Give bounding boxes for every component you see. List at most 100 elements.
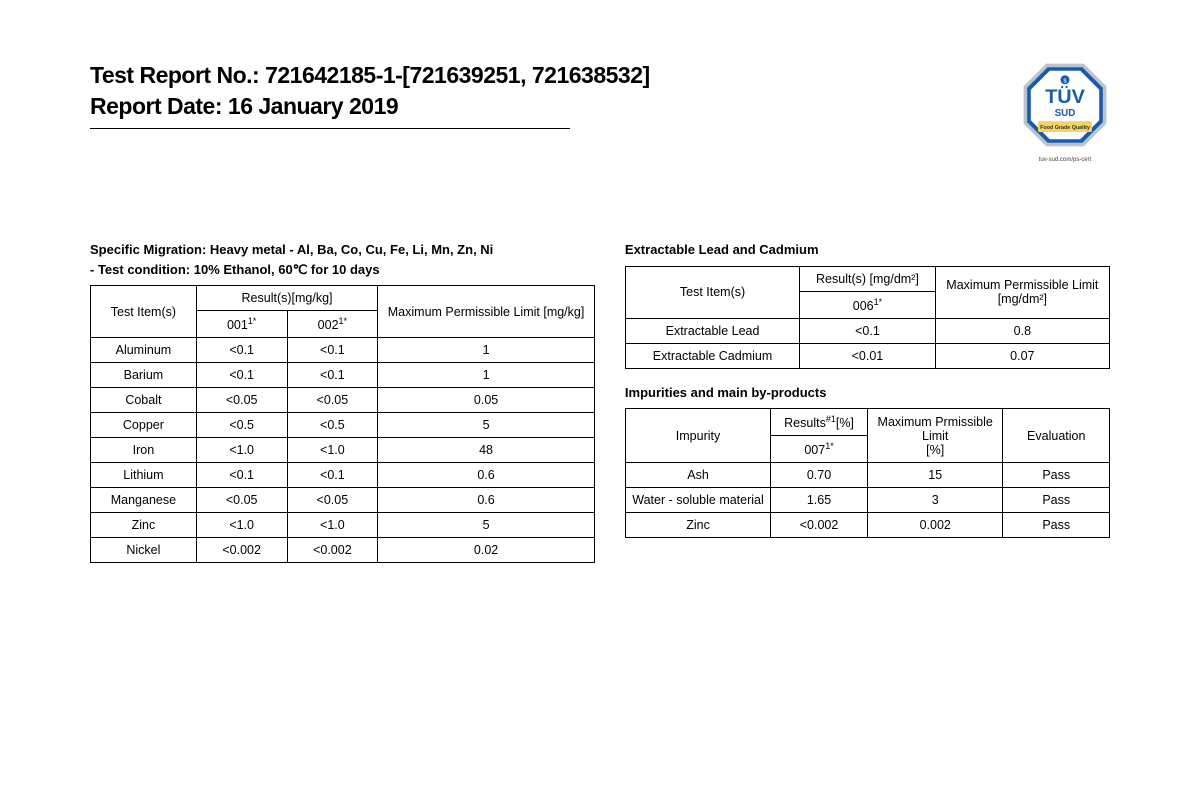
lead-cadmium-table: Test Item(s) Result(s) [mg/dm²] Maximum … [625, 266, 1110, 369]
heavy-metal-title-line1: Specific Migration: Heavy metal - Al, Ba… [90, 240, 595, 260]
svg-text:$: $ [1064, 79, 1067, 85]
th-limit: Maximum Permissible Limit [mg/kg] [378, 286, 595, 338]
cell-test-item: Barium [91, 363, 197, 388]
logo-banner-text: Food Grade Quality [1040, 125, 1090, 131]
th-results: Result(s) [mg/dm²] [800, 266, 936, 291]
cell-limit: 0.6 [378, 488, 595, 513]
table-row: Zinc<0.0020.002Pass [625, 513, 1109, 538]
cell-limit: 5 [378, 413, 595, 438]
cell-result-001: <0.002 [196, 538, 287, 563]
table-row: Nickel<0.002<0.0020.02 [91, 538, 595, 563]
th-limit: Maximum Permissible Limit [mg/dm²] [935, 266, 1109, 318]
cell-evaluation: Pass [1003, 463, 1110, 488]
table-header-row: Test Item(s) Result(s)[mg/kg] Maximum Pe… [91, 286, 595, 311]
content-row: Specific Migration: Heavy metal - Al, Ba… [90, 240, 1110, 563]
cell-result-002: <1.0 [287, 513, 378, 538]
report-date-title: Report Date: 16 January 2019 [90, 91, 650, 122]
report-number-title: Test Report No.: 721642185-1-[721639251,… [90, 60, 650, 91]
cell-result-006: <0.01 [800, 343, 936, 368]
cell-limit: 3 [867, 488, 1003, 513]
cell-result-002: <0.002 [287, 538, 378, 563]
cell-impurity: Ash [625, 463, 770, 488]
cell-result-007: 0.70 [771, 463, 868, 488]
th-impurity: Impurity [625, 409, 770, 463]
cell-limit: 5 [378, 513, 595, 538]
cell-result-002: <0.1 [287, 363, 378, 388]
title-underline [90, 128, 570, 129]
table-row: Extractable Lead<0.10.8 [625, 318, 1109, 343]
th-col-002: 0021* [287, 311, 378, 338]
tuv-logo-svg: TÜV SUD Food Grade Quality $ [1020, 60, 1110, 150]
cell-test-item: Extractable Cadmium [625, 343, 799, 368]
th-evaluation: Evaluation [1003, 409, 1110, 463]
table-header-row: Test Item(s) Result(s) [mg/dm²] Maximum … [625, 266, 1109, 291]
cell-test-item: Manganese [91, 488, 197, 513]
cell-result-001: <0.05 [196, 388, 287, 413]
cell-test-item: Nickel [91, 538, 197, 563]
cell-limit: 0.02 [378, 538, 595, 563]
left-column: Specific Migration: Heavy metal - Al, Ba… [90, 240, 595, 563]
logo-sud-text: SUD [1055, 108, 1076, 119]
cell-result-001: <0.5 [196, 413, 287, 438]
cell-result-001: <1.0 [196, 438, 287, 463]
table-header-row: Impurity Results#1[%] Maximum Prmissible… [625, 409, 1109, 436]
cell-result-006: <0.1 [800, 318, 936, 343]
cell-result-002: <1.0 [287, 438, 378, 463]
cell-test-item: Zinc [91, 513, 197, 538]
cell-result-007: <0.002 [771, 513, 868, 538]
logo-caption: tuv-sud.com/ps-cert [1020, 157, 1110, 163]
cell-test-item: Copper [91, 413, 197, 438]
cell-result-007: 1.65 [771, 488, 868, 513]
cell-test-item: Extractable Lead [625, 318, 799, 343]
heavy-metal-title-line2: - Test condition: 10% Ethanol, 60℃ for 1… [90, 260, 595, 280]
cell-limit: 1 [378, 338, 595, 363]
th-limit: Maximum Prmissible Limit[%] [867, 409, 1003, 463]
table-row: Aluminum<0.1<0.11 [91, 338, 595, 363]
cell-evaluation: Pass [1003, 488, 1110, 513]
cell-limit: 1 [378, 363, 595, 388]
heavy-metal-table: Test Item(s) Result(s)[mg/kg] Maximum Pe… [90, 285, 595, 563]
th-col-001: 0011* [196, 311, 287, 338]
right-column: Extractable Lead and Cadmium Test Item(s… [625, 240, 1110, 563]
cell-result-002: <0.05 [287, 388, 378, 413]
th-results: Results#1[%] [771, 409, 868, 436]
cell-limit: 0.002 [867, 513, 1003, 538]
table-row: Iron<1.0<1.048 [91, 438, 595, 463]
cell-test-item: Iron [91, 438, 197, 463]
cell-result-001: <0.05 [196, 488, 287, 513]
cell-limit: 15 [867, 463, 1003, 488]
cell-test-item: Aluminum [91, 338, 197, 363]
cell-result-002: <0.5 [287, 413, 378, 438]
th-col-007: 0071* [771, 436, 868, 463]
heavy-metal-section-title: Specific Migration: Heavy metal - Al, Ba… [90, 240, 595, 279]
title-block: Test Report No.: 721642185-1-[721639251,… [90, 60, 650, 129]
cell-result-002: <0.1 [287, 338, 378, 363]
logo-tuv-text: TÜV [1045, 85, 1085, 108]
tuv-logo: TÜV SUD Food Grade Quality $ tuv-sud.com… [1020, 60, 1110, 150]
lead-cadmium-section-title: Extractable Lead and Cadmium [625, 240, 1110, 260]
table-row: Water - soluble material1.653Pass [625, 488, 1109, 513]
cell-result-001: <0.1 [196, 363, 287, 388]
cell-result-001: <1.0 [196, 513, 287, 538]
cell-impurity: Water - soluble material [625, 488, 770, 513]
cell-result-001: <0.1 [196, 338, 287, 363]
cell-result-001: <0.1 [196, 463, 287, 488]
table-row: Barium<0.1<0.11 [91, 363, 595, 388]
table-row: Zinc<1.0<1.05 [91, 513, 595, 538]
cell-limit: 0.8 [935, 318, 1109, 343]
cell-result-002: <0.1 [287, 463, 378, 488]
header-row: Test Report No.: 721642185-1-[721639251,… [90, 60, 1110, 150]
impurities-table: Impurity Results#1[%] Maximum Prmissible… [625, 408, 1110, 538]
table-row: Ash0.7015Pass [625, 463, 1109, 488]
cell-limit: 0.05 [378, 388, 595, 413]
cell-impurity: Zinc [625, 513, 770, 538]
cell-evaluation: Pass [1003, 513, 1110, 538]
th-test-items: Test Item(s) [625, 266, 799, 318]
cell-limit: 48 [378, 438, 595, 463]
cell-test-item: Lithium [91, 463, 197, 488]
table-row: Manganese<0.05<0.050.6 [91, 488, 595, 513]
th-col-006: 0061* [800, 291, 936, 318]
table-row: Lithium<0.1<0.10.6 [91, 463, 595, 488]
table-row: Extractable Cadmium<0.010.07 [625, 343, 1109, 368]
table-row: Cobalt<0.05<0.050.05 [91, 388, 595, 413]
